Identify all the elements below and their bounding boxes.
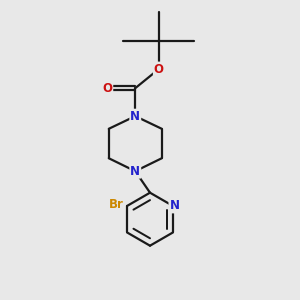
Text: Br: Br	[109, 198, 124, 211]
Text: N: N	[130, 165, 140, 178]
Text: O: O	[102, 82, 112, 95]
Text: O: O	[154, 62, 164, 76]
Text: N: N	[169, 200, 179, 212]
Text: N: N	[130, 110, 140, 123]
